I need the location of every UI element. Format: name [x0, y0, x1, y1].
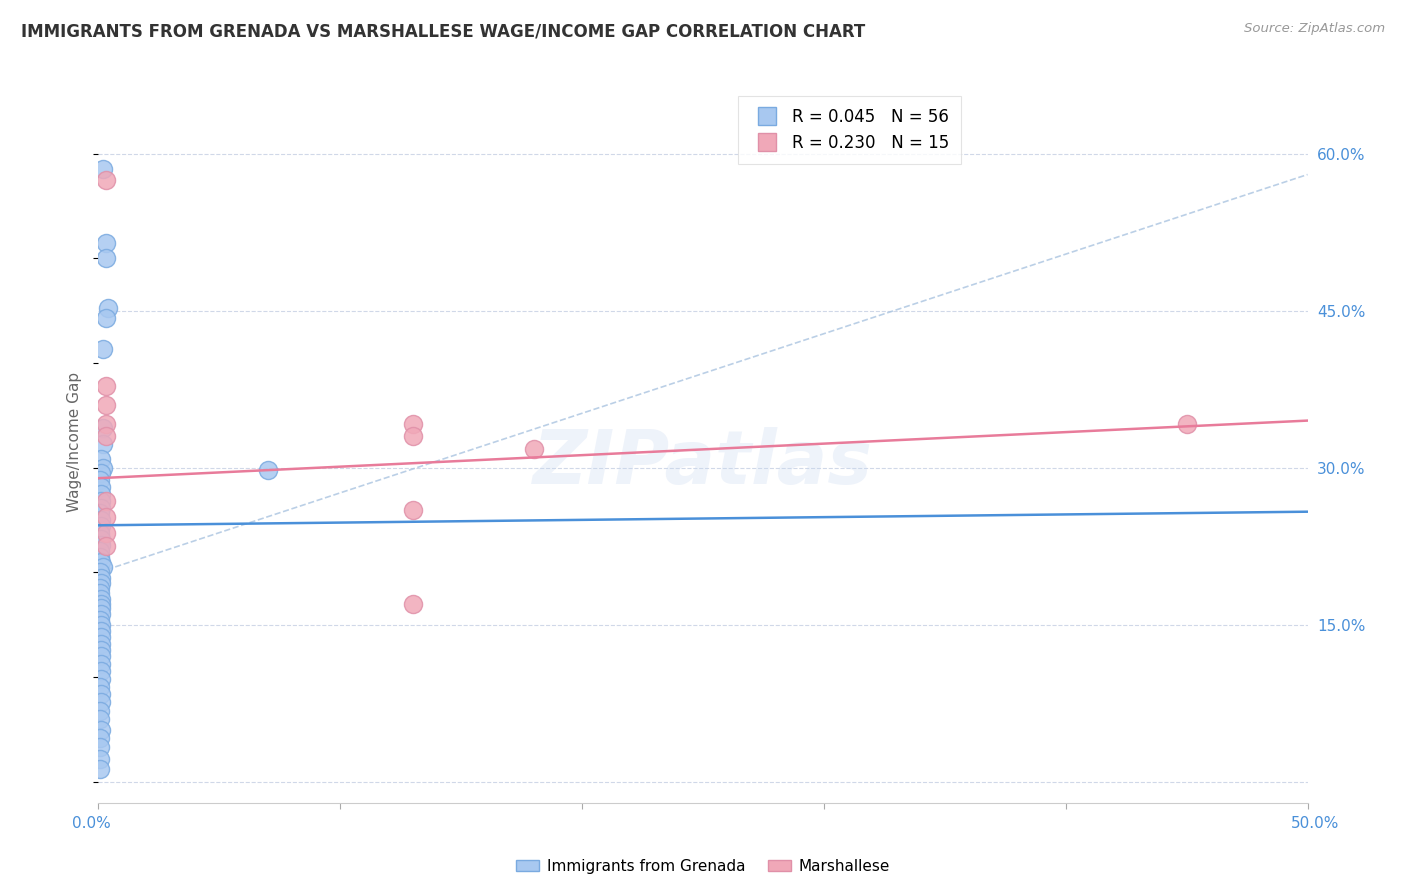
Point: [90, 513, 112, 527]
Point: [89, 506, 111, 520]
Point: [89, 712, 111, 726]
Text: IMMIGRANTS FROM GRENADA VS MARSHALLESE WAGE/INCOME GAP CORRELATION CHART: IMMIGRANTS FROM GRENADA VS MARSHALLESE W…: [21, 22, 865, 40]
Point: [90, 555, 112, 569]
Point: [256, 463, 278, 477]
Point: [90, 597, 112, 611]
Point: [94, 398, 117, 412]
Point: [90, 631, 112, 645]
Point: [94, 539, 117, 553]
Point: [90, 500, 112, 515]
Point: [89, 586, 111, 600]
Point: [89, 613, 111, 627]
Point: [90, 601, 112, 615]
Point: [97, 301, 120, 315]
Point: [90, 649, 112, 664]
Point: [90, 637, 112, 651]
Point: [94, 173, 117, 187]
Point: [90, 687, 112, 701]
Point: [90, 643, 112, 657]
Point: [90, 617, 112, 632]
Point: [90, 538, 112, 552]
Point: [91, 343, 114, 357]
Point: [90, 466, 112, 480]
Point: [90, 487, 112, 501]
Point: [94, 525, 117, 540]
Point: [90, 494, 112, 508]
Point: [89, 740, 111, 755]
Point: [90, 575, 112, 590]
Point: [523, 442, 546, 456]
Y-axis label: Wage/Income Gap: Wage/Income Gap: [67, 371, 83, 512]
Point: [402, 429, 425, 443]
Point: [90, 672, 112, 686]
Point: [90, 532, 112, 546]
Point: [91, 560, 114, 574]
Point: [89, 762, 111, 776]
Point: [89, 731, 111, 745]
Text: ZIPatlas: ZIPatlas: [533, 426, 873, 500]
Point: [94, 252, 117, 266]
Point: [402, 417, 425, 431]
Point: [89, 525, 111, 540]
Point: [89, 473, 111, 487]
Point: [94, 379, 117, 393]
Point: [91, 162, 114, 177]
Point: [91, 436, 114, 450]
Point: [90, 657, 112, 671]
Point: [90, 607, 112, 622]
Text: 50.0%: 50.0%: [1291, 816, 1339, 831]
Point: [402, 502, 425, 516]
Point: [90, 479, 112, 493]
Point: [90, 519, 112, 533]
Point: [402, 597, 425, 611]
Point: [94, 417, 117, 431]
Point: [94, 429, 117, 443]
Point: [90, 624, 112, 638]
Point: [94, 310, 117, 325]
Point: [90, 723, 112, 737]
Point: [89, 581, 111, 595]
Point: [94, 235, 117, 250]
Text: Source: ZipAtlas.com: Source: ZipAtlas.com: [1244, 22, 1385, 36]
Point: [90, 452, 112, 467]
Legend: R = 0.045   N = 56, R = 0.230   N = 15: R = 0.045 N = 56, R = 0.230 N = 15: [738, 95, 960, 163]
Point: [89, 566, 111, 580]
Text: 0.0%: 0.0%: [72, 816, 111, 831]
Point: [90, 664, 112, 678]
Point: [90, 571, 112, 585]
Point: [90, 591, 112, 606]
Point: [91, 460, 114, 475]
Legend: Immigrants from Grenada, Marshallese: Immigrants from Grenada, Marshallese: [510, 853, 896, 880]
Point: [89, 544, 111, 558]
Point: [89, 680, 111, 694]
Point: [1175, 417, 1198, 431]
Point: [89, 704, 111, 718]
Point: [94, 510, 117, 524]
Point: [94, 494, 117, 508]
Point: [89, 549, 111, 564]
Point: [91, 421, 114, 435]
Point: [90, 695, 112, 709]
Point: [89, 752, 111, 766]
